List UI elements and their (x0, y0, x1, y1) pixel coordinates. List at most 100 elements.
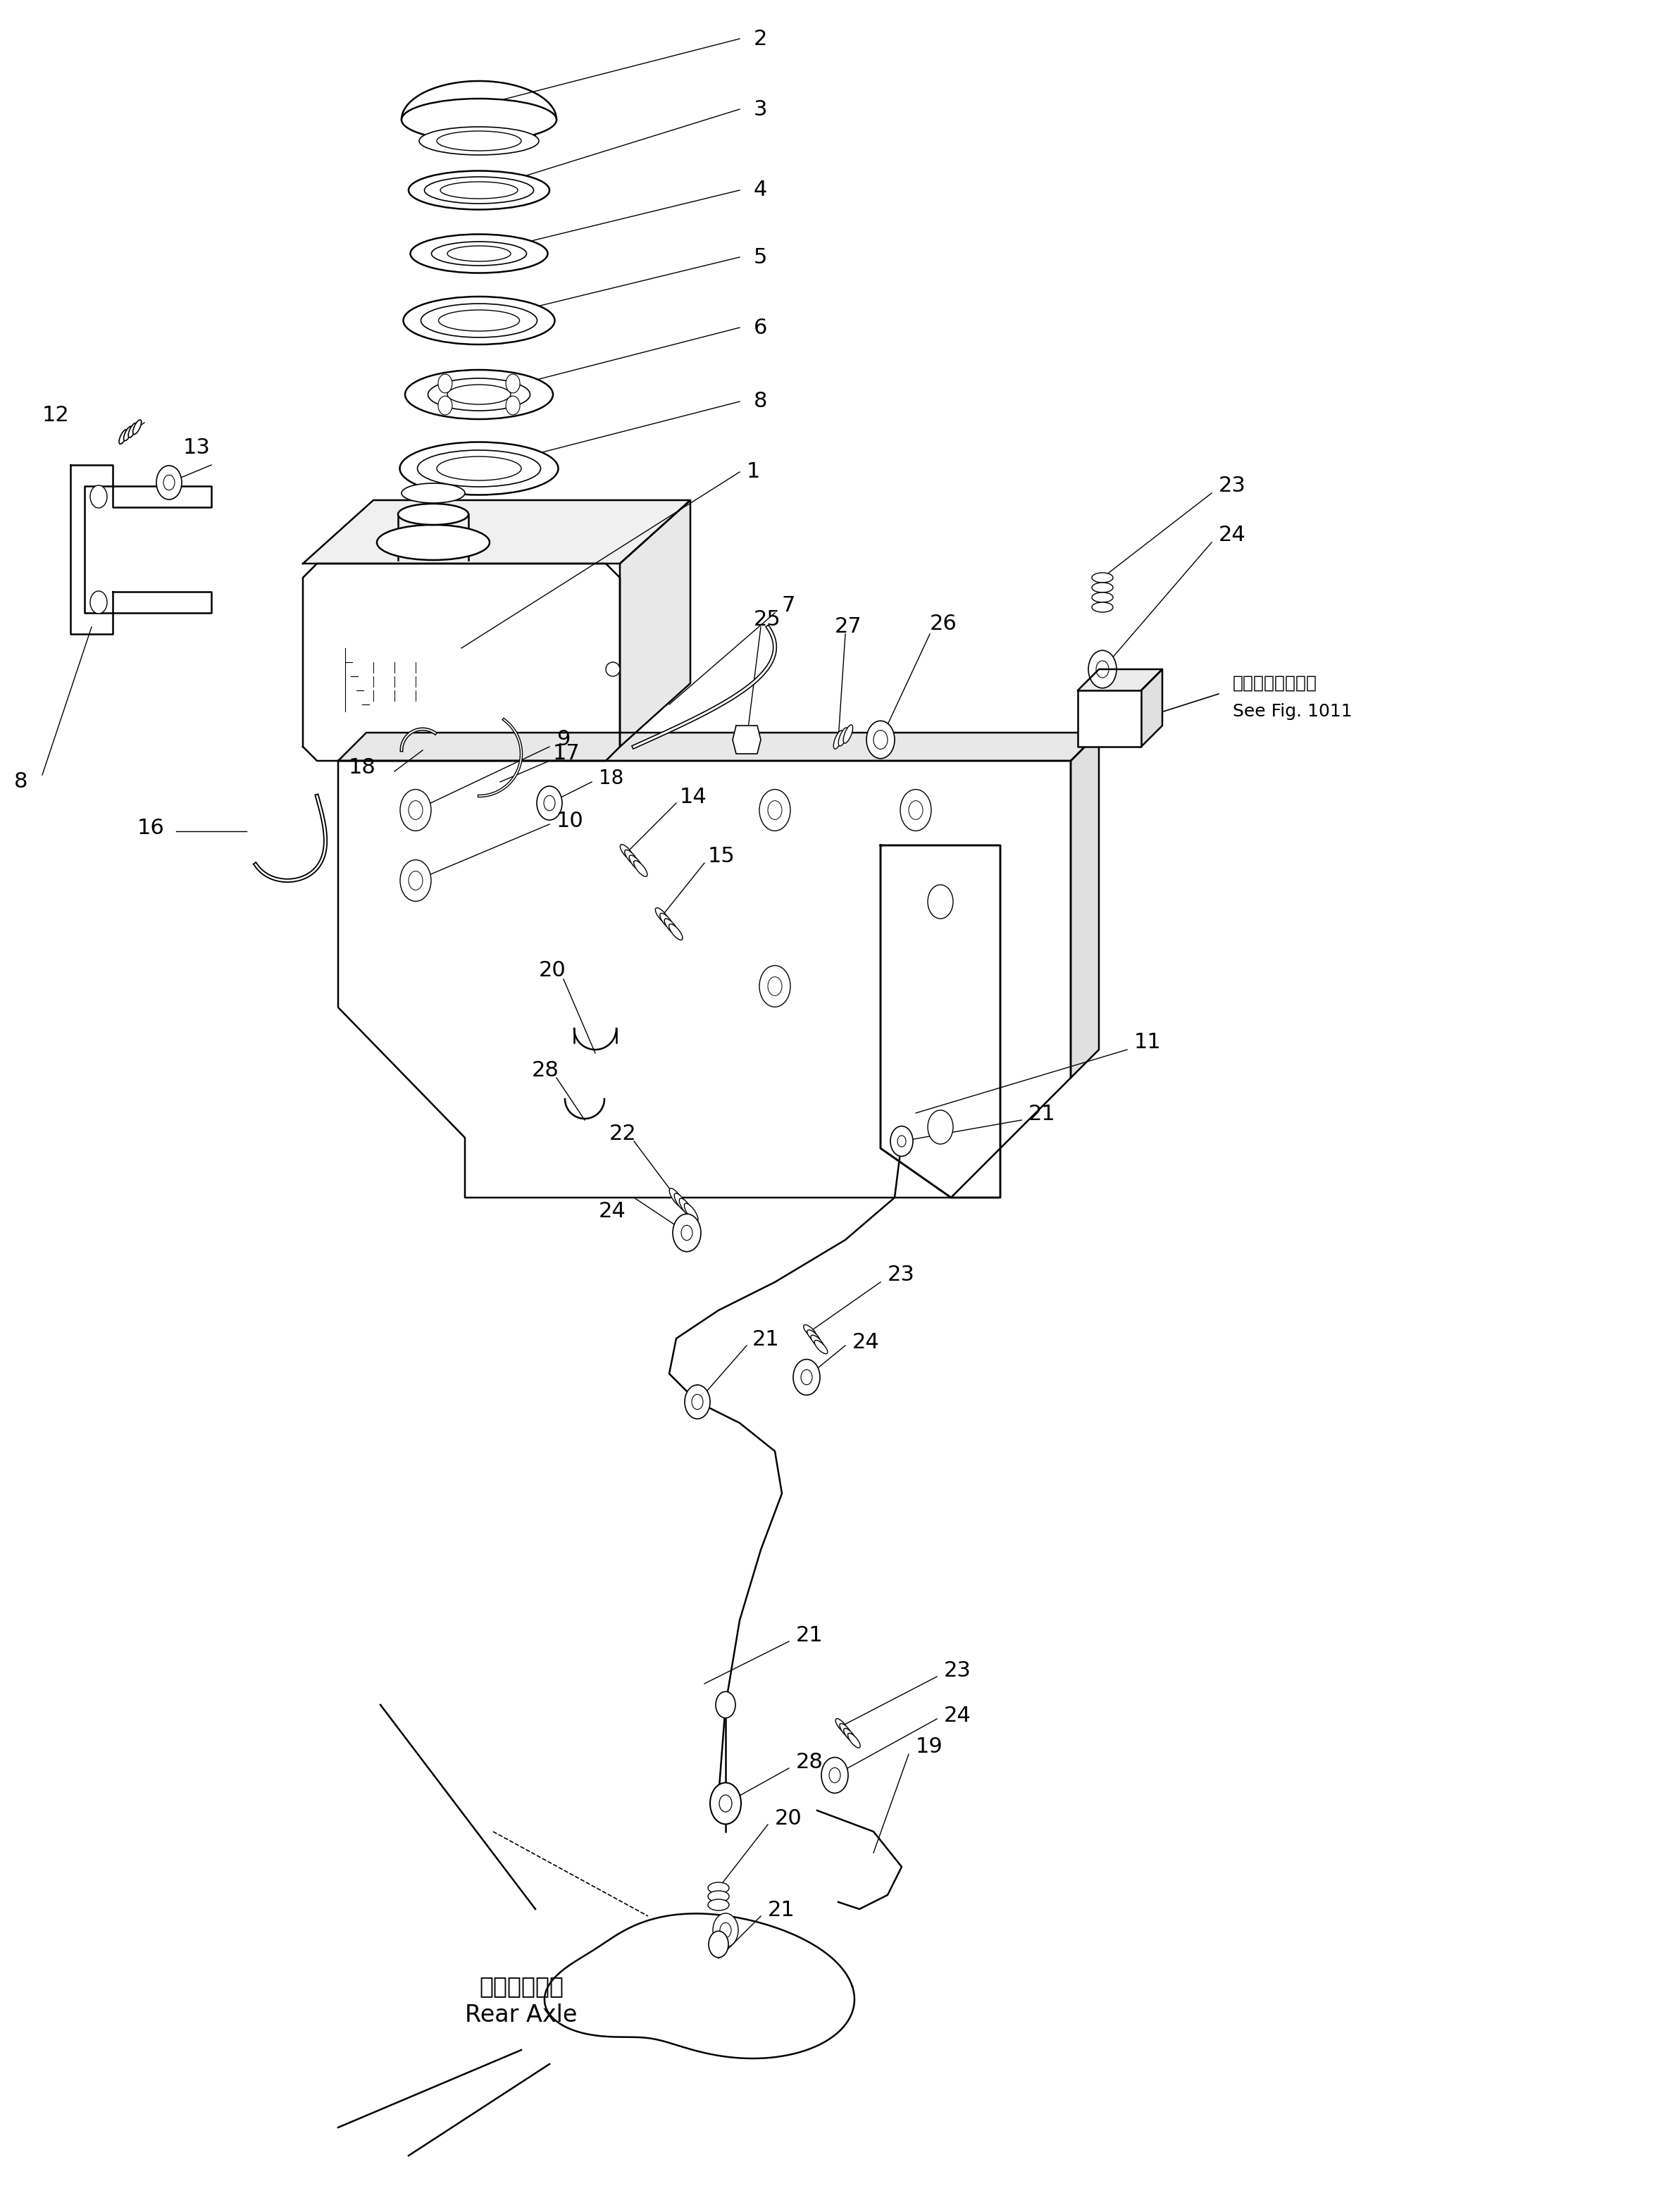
Circle shape (867, 721, 895, 759)
Circle shape (91, 591, 108, 613)
Ellipse shape (680, 1199, 693, 1217)
Ellipse shape (425, 177, 534, 204)
Circle shape (400, 790, 432, 832)
Text: 7: 7 (782, 595, 796, 617)
Ellipse shape (410, 234, 547, 272)
Circle shape (91, 484, 108, 509)
Ellipse shape (655, 907, 668, 925)
Text: 18: 18 (599, 768, 624, 787)
Polygon shape (337, 761, 1070, 1197)
Ellipse shape (840, 1723, 852, 1739)
Circle shape (928, 885, 953, 918)
Ellipse shape (849, 1734, 860, 1747)
Text: 21: 21 (767, 1900, 796, 1920)
Ellipse shape (1092, 582, 1113, 593)
Text: 15: 15 (708, 845, 736, 867)
Ellipse shape (660, 914, 673, 929)
Ellipse shape (685, 1203, 698, 1221)
Ellipse shape (814, 1340, 827, 1354)
Text: 8: 8 (754, 392, 767, 411)
Ellipse shape (629, 856, 643, 872)
Text: 10: 10 (556, 810, 584, 832)
Polygon shape (1078, 670, 1163, 690)
Polygon shape (733, 726, 761, 754)
Circle shape (506, 396, 519, 416)
Text: 28: 28 (796, 1752, 824, 1772)
Circle shape (928, 1110, 953, 1144)
Text: 8: 8 (15, 772, 28, 792)
Text: 28: 28 (533, 1060, 559, 1082)
Circle shape (794, 1360, 820, 1396)
Circle shape (759, 964, 791, 1006)
Polygon shape (112, 487, 212, 507)
Ellipse shape (404, 296, 554, 345)
Ellipse shape (839, 728, 849, 745)
Ellipse shape (420, 303, 538, 338)
Polygon shape (112, 593, 212, 613)
Text: 12: 12 (43, 405, 69, 427)
Text: 20: 20 (539, 960, 566, 980)
Ellipse shape (620, 845, 633, 860)
Text: 23: 23 (1219, 476, 1245, 495)
Circle shape (713, 1913, 738, 1947)
Ellipse shape (810, 1336, 824, 1349)
Ellipse shape (605, 661, 620, 677)
Ellipse shape (670, 1188, 683, 1208)
Text: 5: 5 (754, 248, 767, 268)
Text: 24: 24 (852, 1332, 880, 1352)
Polygon shape (71, 465, 112, 635)
Ellipse shape (399, 504, 468, 524)
Ellipse shape (402, 100, 556, 142)
Text: 19: 19 (916, 1736, 943, 1756)
Text: 20: 20 (774, 1809, 802, 1829)
Ellipse shape (675, 1192, 688, 1212)
Circle shape (716, 1692, 736, 1719)
Ellipse shape (844, 1728, 857, 1743)
Text: 11: 11 (1135, 1033, 1161, 1053)
Circle shape (900, 790, 931, 832)
Text: 24: 24 (944, 1705, 971, 1725)
Ellipse shape (428, 378, 529, 411)
Text: Rear Axle: Rear Axle (465, 2004, 577, 2026)
Polygon shape (303, 564, 620, 761)
Ellipse shape (402, 482, 465, 502)
Circle shape (890, 1126, 913, 1157)
Circle shape (710, 1783, 741, 1825)
Circle shape (538, 785, 562, 821)
Circle shape (157, 465, 182, 500)
Polygon shape (880, 845, 1001, 1197)
Text: 14: 14 (680, 787, 706, 807)
Polygon shape (620, 500, 690, 748)
Ellipse shape (834, 730, 844, 750)
Text: 24: 24 (599, 1201, 627, 1221)
Circle shape (708, 1931, 728, 1958)
Text: 17: 17 (552, 743, 581, 763)
Circle shape (759, 790, 791, 832)
Text: 16: 16 (137, 818, 165, 838)
Polygon shape (337, 732, 1098, 761)
Text: 2: 2 (754, 29, 767, 49)
Ellipse shape (708, 1882, 729, 1893)
Ellipse shape (405, 369, 552, 418)
Ellipse shape (708, 1891, 729, 1902)
Text: 25: 25 (754, 611, 781, 630)
Text: 第１０１１図参照: 第１０１１図参照 (1232, 675, 1317, 692)
Text: 21: 21 (796, 1626, 824, 1646)
Text: 27: 27 (835, 617, 862, 637)
Text: 23: 23 (888, 1265, 915, 1285)
Polygon shape (1078, 690, 1141, 748)
Ellipse shape (418, 126, 539, 155)
Circle shape (438, 374, 452, 394)
Text: 6: 6 (754, 316, 767, 338)
Ellipse shape (377, 524, 490, 560)
Text: 26: 26 (930, 613, 958, 633)
Ellipse shape (1092, 593, 1113, 602)
Ellipse shape (129, 422, 137, 438)
Circle shape (506, 374, 519, 394)
Text: 21: 21 (1029, 1104, 1055, 1124)
Text: 13: 13 (184, 438, 210, 458)
Ellipse shape (665, 918, 678, 933)
Ellipse shape (804, 1325, 817, 1338)
Text: 18: 18 (349, 759, 375, 779)
Text: 24: 24 (1219, 524, 1245, 546)
